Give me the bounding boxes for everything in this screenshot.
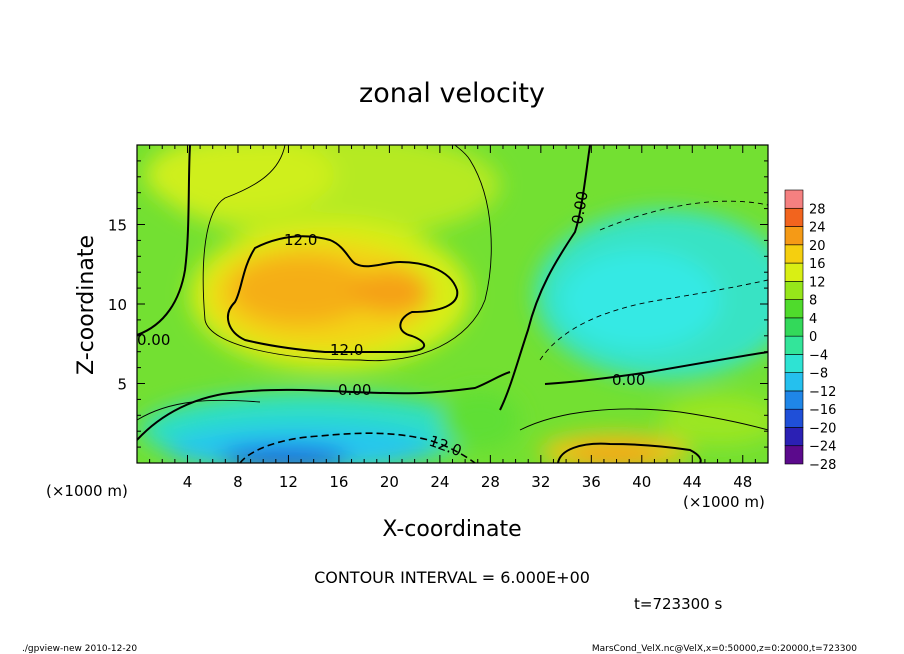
x-tick-label: 8 bbox=[233, 473, 243, 491]
colorbar-swatch bbox=[784, 244, 804, 264]
colorbar-swatch bbox=[784, 317, 804, 337]
contour-label: 12.0 bbox=[284, 231, 317, 249]
colorbar-label: −20 bbox=[809, 421, 836, 436]
contour-0-diag bbox=[499, 145, 591, 411]
chart-title: zonal velocity bbox=[359, 78, 545, 109]
x-unit-right: (×1000 m) bbox=[683, 493, 765, 511]
colorbar-swatch bbox=[784, 427, 804, 447]
colorbar-swatch bbox=[784, 189, 804, 209]
colorbar-swatch bbox=[784, 262, 804, 282]
colorbar-label: −28 bbox=[809, 458, 836, 473]
contour-label: 12.0 bbox=[330, 341, 363, 359]
x-tick-label: 20 bbox=[380, 473, 399, 491]
x-tick-label: 28 bbox=[481, 473, 500, 491]
contour-neg12 bbox=[239, 432, 476, 463]
x-tick-label: 48 bbox=[733, 473, 752, 491]
contour-label: 0.00 bbox=[612, 371, 645, 389]
colorbar-swatch bbox=[784, 299, 804, 319]
contour-thin-neg6 bbox=[539, 200, 768, 361]
footer-right: MarsCond_VelX.nc@VelX,x=0:50000,z=0:2000… bbox=[592, 644, 857, 654]
x-axis-ticks: 4 8 12 16 20 24 28 32 36 40 44 48 bbox=[149, 145, 756, 491]
y-tick-label: 15 bbox=[108, 217, 127, 235]
contour-0-left bbox=[137, 145, 191, 336]
x-tick-label: 36 bbox=[582, 473, 601, 491]
x-tick-label: 44 bbox=[683, 473, 702, 491]
colorbar-label: −12 bbox=[809, 385, 836, 400]
colorbar-label: −16 bbox=[809, 403, 836, 418]
footer-left: ./gpview-new 2010-12-20 bbox=[22, 644, 137, 654]
colorbar-label: 0 bbox=[809, 330, 817, 345]
x-tick-label: 16 bbox=[329, 473, 348, 491]
colorbar-swatch bbox=[784, 354, 804, 373]
colorbar-swatch bbox=[784, 390, 804, 410]
colorbar-label: 24 bbox=[809, 221, 826, 236]
colorbar-label: 16 bbox=[809, 257, 826, 272]
colorbar-label: 8 bbox=[809, 294, 817, 309]
y-tick-label: 5 bbox=[117, 376, 127, 394]
colorbar-swatch bbox=[784, 226, 804, 246]
contour-12-upper bbox=[226, 235, 459, 354]
colorbar-label: −8 bbox=[809, 367, 828, 382]
contour-lines bbox=[137, 145, 768, 463]
contour-thin-6 bbox=[202, 145, 492, 362]
colorbar-label: −4 bbox=[809, 348, 828, 363]
colorbar-label: 4 bbox=[809, 312, 817, 327]
colorbar: 28 24 20 16 12 8 4 0 −4 −8 −12 −16 −20 −24 −28 bbox=[784, 189, 836, 473]
colorbar-swatch bbox=[784, 281, 804, 300]
contour-12-lower bbox=[557, 442, 702, 463]
x-tick-label: 12 bbox=[279, 473, 298, 491]
contour-label: 0.00 bbox=[137, 331, 170, 349]
heatmap-field bbox=[137, 145, 768, 463]
colorbar-label: −24 bbox=[809, 440, 836, 455]
contour-interval-text: CONTOUR INTERVAL = 6.000E+00 bbox=[314, 568, 590, 587]
x-unit-left: (×1000 m) bbox=[46, 482, 128, 500]
colorbar-label: 28 bbox=[809, 202, 826, 217]
colorbar-swatch bbox=[784, 335, 804, 355]
contour-0-right bbox=[544, 351, 768, 385]
colorbar-label: 20 bbox=[809, 239, 826, 254]
y-tick-label: 10 bbox=[108, 296, 127, 314]
time-text: t=723300 s bbox=[634, 595, 722, 613]
colorbar-swatch bbox=[784, 372, 804, 392]
contour-label: 0.00 bbox=[568, 190, 592, 226]
x-tick-label: 32 bbox=[531, 473, 550, 491]
colorbar-swatch bbox=[784, 207, 804, 227]
contour-thin-lower bbox=[137, 399, 768, 431]
colorbar-label: 12 bbox=[809, 275, 826, 290]
y-axis-label: Z-coordinate bbox=[74, 235, 99, 375]
contour-label: 0.00 bbox=[338, 381, 371, 399]
x-tick-label: 24 bbox=[430, 473, 449, 491]
y-axis-ticks: 5 10 15 bbox=[108, 160, 768, 448]
x-axis-label: X-coordinate bbox=[382, 517, 521, 542]
contour-0-mid bbox=[137, 371, 511, 441]
colorbar-swatch bbox=[784, 445, 804, 465]
x-tick-label: 4 bbox=[183, 473, 193, 491]
colorbar-swatch bbox=[784, 408, 804, 428]
x-tick-label: 40 bbox=[632, 473, 651, 491]
